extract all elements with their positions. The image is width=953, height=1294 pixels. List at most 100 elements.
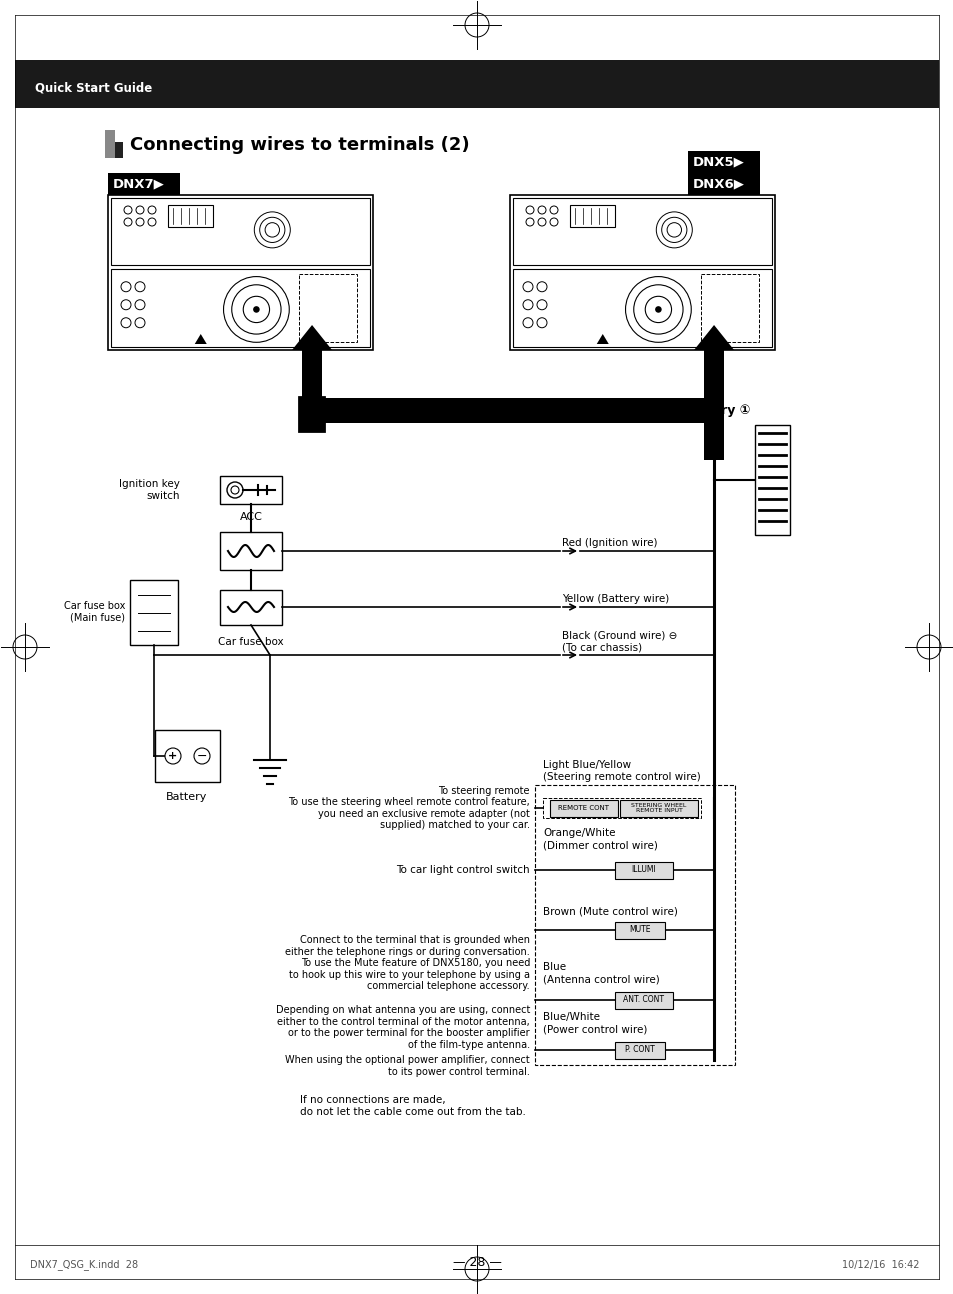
Bar bbox=[154, 730, 220, 782]
Text: Car fuse box
(Main fuse): Car fuse box (Main fuse) bbox=[64, 602, 125, 622]
Text: Ignition key
switch: Ignition key switch bbox=[119, 479, 180, 501]
Text: If no connections are made,
do not let the cable come out from the tab.: If no connections are made, do not let t… bbox=[299, 1095, 525, 1117]
Circle shape bbox=[124, 206, 132, 214]
Circle shape bbox=[135, 300, 145, 309]
Circle shape bbox=[537, 300, 546, 309]
Bar bbox=[15, 60, 938, 107]
Circle shape bbox=[550, 206, 558, 214]
Circle shape bbox=[227, 481, 243, 498]
Text: DNX7▶: DNX7▶ bbox=[112, 177, 165, 190]
Text: Blue
(Antenna control wire): Blue (Antenna control wire) bbox=[542, 963, 659, 983]
Text: Orange/White
(Dimmer control wire): Orange/White (Dimmer control wire) bbox=[542, 828, 658, 850]
Bar bbox=[111, 269, 370, 347]
Circle shape bbox=[148, 217, 156, 226]
Text: +: + bbox=[168, 751, 177, 761]
Text: Connecting wires to terminals (2): Connecting wires to terminals (2) bbox=[130, 136, 469, 154]
Bar bbox=[130, 580, 178, 644]
Bar bbox=[542, 798, 700, 818]
Bar bbox=[298, 274, 356, 342]
Text: DNX5▶: DNX5▶ bbox=[692, 155, 744, 168]
Text: ACC: ACC bbox=[239, 512, 262, 521]
Circle shape bbox=[121, 300, 131, 309]
Bar bbox=[687, 173, 760, 195]
Bar bbox=[115, 142, 123, 158]
Text: Connect to the terminal that is grounded when
either the telephone rings or duri: Connect to the terminal that is grounded… bbox=[285, 936, 530, 991]
Bar bbox=[168, 204, 213, 226]
Circle shape bbox=[231, 487, 239, 494]
Bar bbox=[105, 129, 115, 158]
Circle shape bbox=[124, 217, 132, 226]
Bar bbox=[615, 992, 672, 1009]
Text: — 28 —: — 28 — bbox=[452, 1255, 501, 1268]
Bar bbox=[302, 349, 322, 421]
Polygon shape bbox=[597, 334, 608, 344]
Text: To car light control switch: To car light control switch bbox=[395, 864, 530, 875]
Text: Car fuse box: Car fuse box bbox=[218, 637, 283, 647]
Circle shape bbox=[537, 318, 546, 327]
Circle shape bbox=[136, 217, 144, 226]
Text: To steering remote
To use the steering wheel remote control feature,
you need an: To steering remote To use the steering w… bbox=[288, 785, 530, 831]
Text: Red (Ignition wire): Red (Ignition wire) bbox=[561, 538, 657, 547]
Bar bbox=[220, 590, 282, 625]
Bar bbox=[615, 923, 664, 939]
Bar bbox=[615, 1042, 664, 1058]
Circle shape bbox=[537, 206, 545, 214]
Text: Depending on what antenna you are using, connect
either to the control terminal : Depending on what antenna you are using,… bbox=[275, 1005, 530, 1049]
Bar bbox=[513, 198, 771, 265]
Bar bbox=[550, 800, 618, 817]
Bar bbox=[108, 173, 180, 195]
Circle shape bbox=[537, 217, 545, 226]
Text: P. CONT: P. CONT bbox=[624, 1046, 654, 1055]
Text: Brown (Mute control wire): Brown (Mute control wire) bbox=[542, 906, 678, 916]
Bar bbox=[615, 862, 672, 879]
Circle shape bbox=[537, 282, 546, 291]
Circle shape bbox=[135, 282, 145, 291]
Circle shape bbox=[148, 206, 156, 214]
Bar bbox=[754, 424, 789, 534]
Text: −: − bbox=[196, 749, 207, 762]
Circle shape bbox=[121, 318, 131, 327]
Bar bbox=[619, 800, 698, 817]
Bar bbox=[108, 195, 373, 349]
Circle shape bbox=[525, 206, 534, 214]
Circle shape bbox=[121, 282, 131, 291]
Bar bbox=[220, 476, 282, 503]
Bar bbox=[111, 198, 370, 265]
Circle shape bbox=[253, 307, 259, 313]
Text: Light Blue/Yellow
(Steering remote control wire): Light Blue/Yellow (Steering remote contr… bbox=[542, 761, 700, 782]
Bar bbox=[703, 349, 723, 459]
Text: STEERING WHEEL
REMOTE INPUT: STEERING WHEEL REMOTE INPUT bbox=[631, 802, 686, 814]
Text: ILLUMI: ILLUMI bbox=[631, 866, 656, 875]
Text: DNX7_QSG_K.indd  28: DNX7_QSG_K.indd 28 bbox=[30, 1259, 138, 1271]
Circle shape bbox=[136, 206, 144, 214]
Text: Yellow (Battery wire): Yellow (Battery wire) bbox=[561, 594, 669, 604]
Polygon shape bbox=[694, 325, 733, 349]
Bar bbox=[569, 204, 615, 226]
Text: Blue/White
(Power control wire): Blue/White (Power control wire) bbox=[542, 1012, 647, 1034]
Text: Battery: Battery bbox=[166, 792, 208, 802]
Circle shape bbox=[525, 217, 534, 226]
Circle shape bbox=[165, 748, 181, 763]
Text: Accessory ①: Accessory ① bbox=[664, 404, 749, 417]
Bar bbox=[510, 195, 774, 349]
Text: 10/12/16  16:42: 10/12/16 16:42 bbox=[841, 1260, 919, 1269]
Circle shape bbox=[550, 217, 558, 226]
Text: ANT. CONT: ANT. CONT bbox=[623, 995, 664, 1004]
Text: Black (Ground wire) ⊖
(To car chassis): Black (Ground wire) ⊖ (To car chassis) bbox=[561, 630, 677, 652]
Circle shape bbox=[522, 318, 533, 327]
Bar bbox=[700, 274, 759, 342]
Bar bbox=[535, 785, 734, 1065]
Circle shape bbox=[193, 748, 210, 763]
Bar bbox=[513, 269, 771, 347]
Bar bbox=[220, 532, 282, 569]
Text: Quick Start Guide: Quick Start Guide bbox=[35, 82, 152, 94]
Text: DNX6▶: DNX6▶ bbox=[692, 177, 744, 190]
Text: MUTE: MUTE bbox=[629, 925, 650, 934]
Polygon shape bbox=[292, 325, 332, 349]
Bar bbox=[687, 151, 760, 173]
Circle shape bbox=[522, 282, 533, 291]
Text: When using the optional power amplifier, connect
to its power control terminal.: When using the optional power amplifier,… bbox=[285, 1055, 530, 1077]
Text: REMOTE CONT: REMOTE CONT bbox=[558, 805, 609, 811]
Circle shape bbox=[135, 318, 145, 327]
Circle shape bbox=[522, 300, 533, 309]
